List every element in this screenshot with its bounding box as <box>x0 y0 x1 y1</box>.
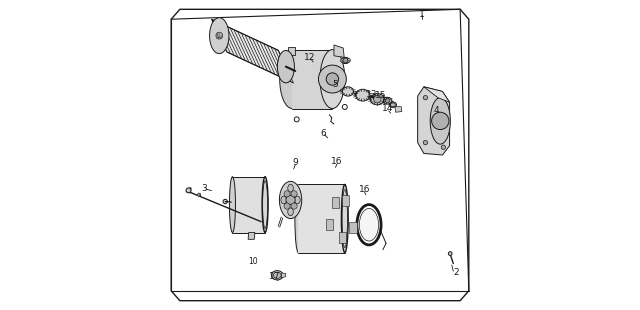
Ellipse shape <box>288 208 293 216</box>
Polygon shape <box>298 184 345 253</box>
Circle shape <box>291 191 297 197</box>
Text: 5: 5 <box>332 80 338 89</box>
Ellipse shape <box>320 50 345 108</box>
Ellipse shape <box>347 59 350 61</box>
Ellipse shape <box>340 59 343 61</box>
Ellipse shape <box>356 89 370 101</box>
Text: 9: 9 <box>292 158 298 167</box>
Ellipse shape <box>273 272 281 278</box>
Ellipse shape <box>216 32 220 38</box>
Text: 13: 13 <box>366 90 378 99</box>
Circle shape <box>198 193 201 196</box>
Circle shape <box>385 99 390 103</box>
Text: 10: 10 <box>248 257 258 266</box>
Polygon shape <box>281 273 286 278</box>
Polygon shape <box>424 87 449 102</box>
Ellipse shape <box>262 177 268 232</box>
Text: 4: 4 <box>433 106 439 116</box>
Ellipse shape <box>280 181 301 219</box>
Ellipse shape <box>342 87 353 96</box>
Circle shape <box>431 112 449 130</box>
Ellipse shape <box>346 58 349 60</box>
Circle shape <box>291 203 297 209</box>
Circle shape <box>441 145 445 149</box>
Circle shape <box>284 191 290 197</box>
Circle shape <box>423 95 428 100</box>
Polygon shape <box>212 19 294 83</box>
Text: 12: 12 <box>305 53 316 62</box>
Text: 16: 16 <box>332 157 343 166</box>
Polygon shape <box>248 232 255 239</box>
Text: 17: 17 <box>269 272 280 281</box>
Circle shape <box>319 65 346 93</box>
Ellipse shape <box>219 33 222 39</box>
Ellipse shape <box>288 184 293 192</box>
Ellipse shape <box>341 57 349 64</box>
Polygon shape <box>292 50 332 108</box>
Polygon shape <box>342 195 349 206</box>
Polygon shape <box>349 222 357 233</box>
Ellipse shape <box>341 59 344 61</box>
Circle shape <box>343 58 348 63</box>
Ellipse shape <box>218 32 221 38</box>
Polygon shape <box>232 177 265 232</box>
Ellipse shape <box>280 50 305 108</box>
Ellipse shape <box>277 51 294 83</box>
Text: 15: 15 <box>375 91 387 100</box>
Ellipse shape <box>216 33 219 38</box>
Ellipse shape <box>295 184 301 253</box>
Text: 6: 6 <box>320 129 326 138</box>
Text: 16: 16 <box>358 185 370 194</box>
Polygon shape <box>334 45 344 57</box>
Ellipse shape <box>342 60 346 63</box>
Circle shape <box>286 195 295 205</box>
Ellipse shape <box>294 196 300 204</box>
Ellipse shape <box>344 61 348 63</box>
Ellipse shape <box>343 58 346 60</box>
Ellipse shape <box>348 60 351 62</box>
Ellipse shape <box>370 94 385 105</box>
Ellipse shape <box>229 177 236 232</box>
Polygon shape <box>332 197 339 208</box>
Circle shape <box>449 252 452 255</box>
Polygon shape <box>172 9 468 301</box>
Ellipse shape <box>340 60 344 62</box>
Ellipse shape <box>341 184 348 253</box>
Polygon shape <box>289 47 295 55</box>
Ellipse shape <box>209 18 229 54</box>
Ellipse shape <box>271 271 283 280</box>
Ellipse shape <box>281 196 287 204</box>
Ellipse shape <box>346 60 349 62</box>
Circle shape <box>186 188 191 193</box>
Circle shape <box>374 95 381 103</box>
Ellipse shape <box>383 97 392 104</box>
Text: 3: 3 <box>201 184 207 193</box>
Ellipse shape <box>219 32 222 38</box>
Polygon shape <box>418 87 449 155</box>
Polygon shape <box>395 107 402 112</box>
Ellipse shape <box>220 33 223 38</box>
Circle shape <box>284 203 290 209</box>
Ellipse shape <box>218 34 221 39</box>
Text: 1: 1 <box>419 10 425 20</box>
Ellipse shape <box>216 33 220 39</box>
Text: 14: 14 <box>382 104 393 113</box>
Circle shape <box>423 140 428 145</box>
Ellipse shape <box>389 102 397 108</box>
Circle shape <box>326 73 339 85</box>
Polygon shape <box>326 219 333 230</box>
Ellipse shape <box>430 98 451 144</box>
Ellipse shape <box>360 208 379 241</box>
Text: 2: 2 <box>453 268 459 277</box>
Circle shape <box>223 199 227 204</box>
Polygon shape <box>339 232 346 243</box>
